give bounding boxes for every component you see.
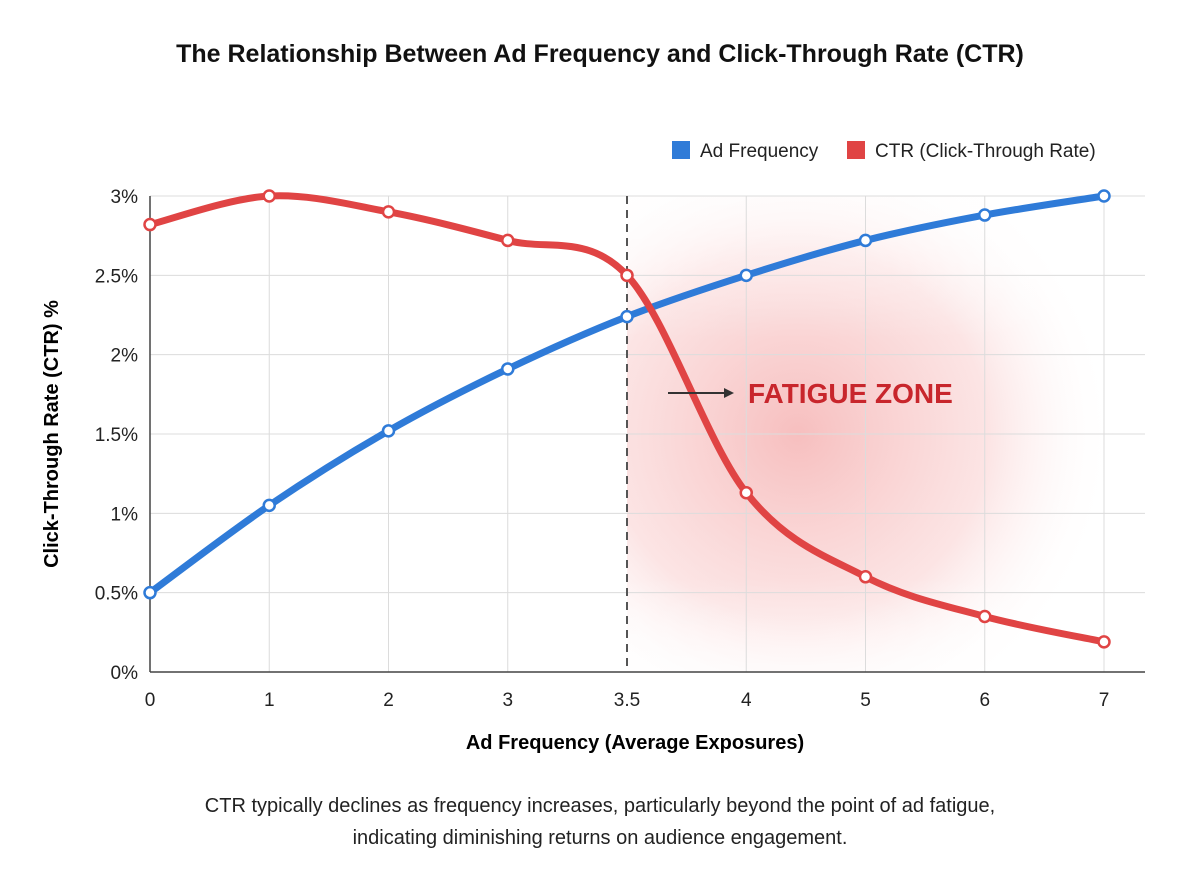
- chart-caption: CTR typically declines as frequency incr…: [204, 795, 996, 849]
- ad-frequency-point: [262, 498, 276, 513]
- ctr-point: [1097, 635, 1111, 649]
- x-tick-label: 7: [1099, 690, 1110, 711]
- ctr-point: [620, 268, 634, 283]
- ctr-point: [978, 609, 992, 624]
- ad-frequency-point: [620, 309, 634, 324]
- ad-frequency-point: [143, 585, 157, 600]
- x-tick-label: 0: [145, 690, 156, 711]
- x-tick-label: 4: [741, 690, 752, 711]
- fatigue-zone-label: FATIGUE ZONE: [748, 378, 953, 409]
- ctr-point: [262, 189, 276, 203]
- ctr-point: [143, 217, 157, 232]
- ad-frequency-point: [858, 233, 873, 248]
- line-chart: 0% 0.5% 1% 1.5% 2% 2.5% 3% 0 1 2 3 3.5 4 5 6 7 Ad Freque…: [41, 141, 1145, 754]
- legend-label-ad-frequency: Ad Frequency: [700, 141, 819, 162]
- x-tick-label: 3.5: [614, 690, 640, 711]
- x-tick-label: 1: [264, 690, 275, 711]
- ad-frequency-point: [1097, 189, 1111, 203]
- chart-title: The Relationship Between Ad Frequency an…: [176, 40, 1024, 68]
- arrow-head-icon: [724, 388, 734, 398]
- legend-swatch-ad-frequency: [672, 141, 690, 159]
- ad-frequency-point: [501, 362, 515, 376]
- y-tick-label: 0.5%: [95, 584, 138, 605]
- ctr-point: [858, 570, 873, 584]
- legend-label-ctr: CTR (Click-Through Rate): [875, 141, 1096, 162]
- x-tick-label: 5: [860, 690, 871, 711]
- y-axis-title: Click-Through Rate (CTR) %: [41, 300, 63, 568]
- ad-frequency-point: [739, 268, 753, 283]
- x-tick-label: 2: [383, 690, 394, 711]
- legend-swatch-ctr: [847, 141, 865, 159]
- ctr-line: [146, 192, 1108, 646]
- ad-frequency-point: [381, 424, 396, 438]
- ad-frequency-point: [978, 208, 992, 222]
- y-tick-label: 1.5%: [95, 425, 138, 446]
- ctr-point: [739, 485, 753, 500]
- x-tick-label: 3: [502, 690, 513, 711]
- y-tick-label: 0%: [111, 663, 139, 684]
- y-tick-label: 2%: [111, 346, 139, 367]
- ctr-point: [381, 205, 396, 219]
- x-axis-title: Ad Frequency (Average Exposures): [466, 732, 804, 754]
- ctr-point: [501, 233, 515, 248]
- y-tick-label: 1%: [111, 504, 139, 525]
- y-tick-label: 2.5%: [95, 266, 138, 287]
- x-tick-label: 6: [979, 690, 990, 711]
- y-tick-label: 3%: [111, 187, 139, 208]
